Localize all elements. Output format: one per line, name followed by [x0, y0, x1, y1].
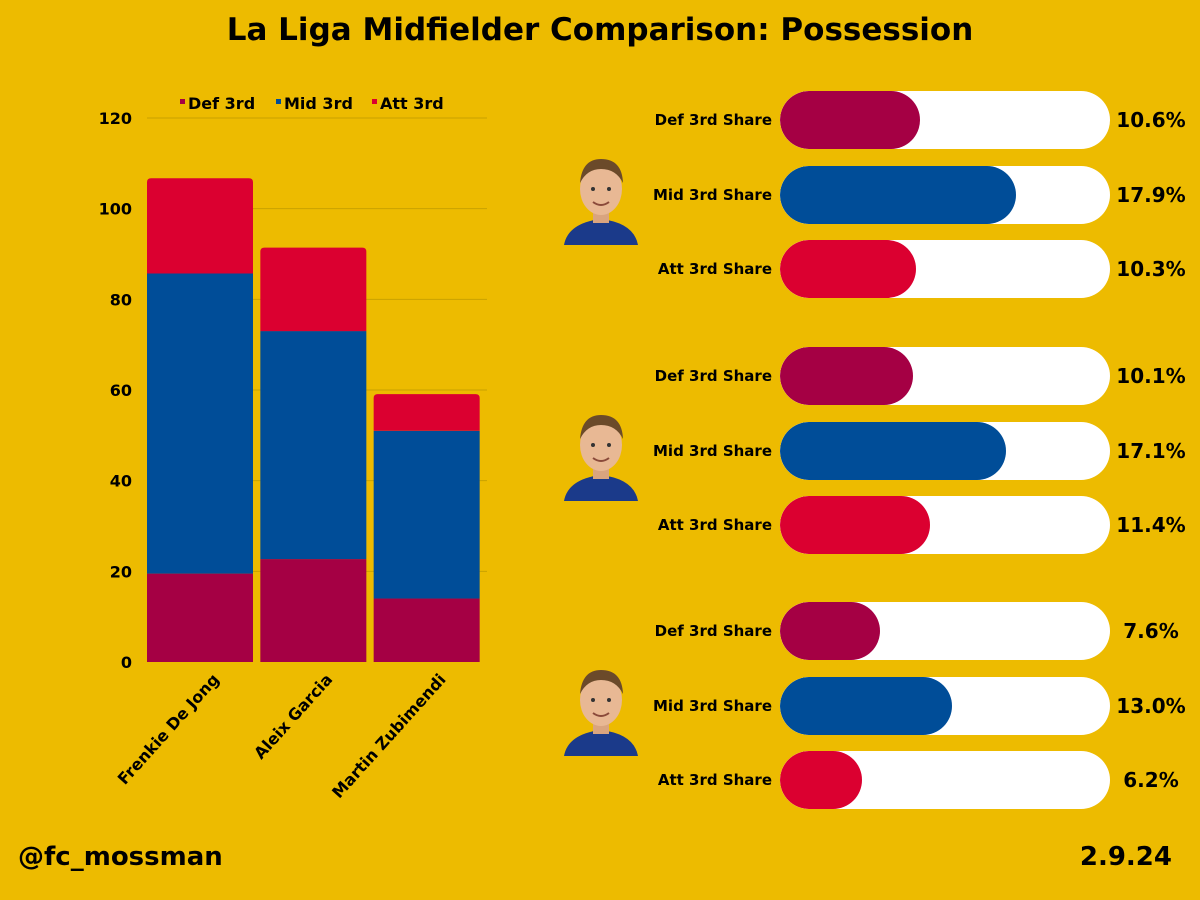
- share-bar-track: [780, 347, 1110, 405]
- player-portrait-icon: [556, 656, 646, 756]
- y-tick-label: 40: [110, 472, 132, 491]
- share-value: 17.9%: [1116, 182, 1186, 207]
- share-bar-fill: [780, 165, 1017, 224]
- share-value: 10.1%: [1116, 364, 1186, 388]
- share-bar-fill: [780, 496, 931, 554]
- share-row: Mid 3rd Share 17.9%: [540, 165, 1200, 225]
- share-row: Att 3rd Share 11.4%: [540, 495, 1200, 555]
- share-value: 10.3%: [1116, 257, 1186, 281]
- y-tick-label: 100: [99, 200, 132, 219]
- legend-swatch: [180, 99, 185, 104]
- x-category-label: Frenkie De Jong: [114, 670, 223, 788]
- share-bar-track: [780, 240, 1110, 298]
- share-panels: Def 3rd Share 10.6% Mid 3rd Share 17.9% Att …: [540, 0, 1200, 840]
- share-label: Att 3rd Share: [657, 260, 772, 278]
- legend-label: Mid 3rd: [284, 94, 353, 113]
- date-label: 2.9.24: [1079, 842, 1172, 872]
- share-value: 10.6%: [1116, 108, 1186, 132]
- share-bar-fill: [780, 240, 916, 298]
- share-label: Mid 3rd Share: [653, 441, 772, 460]
- share-row: Def 3rd Share 7.6%: [540, 601, 1200, 661]
- bar-segment: [260, 331, 367, 560]
- bar-segment: [147, 178, 253, 274]
- legend-swatch: [372, 99, 377, 104]
- share-row: Def 3rd Share 10.6%: [540, 90, 1200, 150]
- share-bar-fill: [780, 91, 920, 149]
- share-value: 11.4%: [1116, 513, 1186, 537]
- legend-swatch: [276, 99, 281, 104]
- share-label: Def 3rd Share: [654, 622, 772, 640]
- player-share-group: Def 3rd Share 10.6% Mid 3rd Share 17.9% Att …: [540, 90, 1200, 300]
- bar-segment: [373, 598, 480, 662]
- y-tick-label: 120: [99, 109, 132, 128]
- share-value: 7.6%: [1123, 619, 1179, 643]
- share-row: Mid 3rd Share 17.1%: [540, 421, 1200, 481]
- bar-segment: [373, 430, 480, 599]
- y-tick-label: 60: [110, 381, 132, 400]
- share-row: Att 3rd Share 10.3%: [540, 239, 1200, 299]
- share-label: Att 3rd Share: [657, 516, 772, 534]
- share-bar-track: [780, 602, 1110, 660]
- x-category-label: Martin Zubimendi: [328, 670, 450, 802]
- author-handle: @fc_mossman: [18, 842, 223, 872]
- y-tick-label: 80: [110, 290, 132, 309]
- bar-segment: [260, 247, 367, 332]
- bar-segment: [260, 559, 367, 662]
- share-value: 17.1%: [1116, 438, 1186, 463]
- share-row: Att 3rd Share 6.2%: [540, 750, 1200, 810]
- x-category-label: Aleix Garcia: [250, 670, 336, 763]
- player-share-group: Def 3rd Share 7.6% Mid 3rd Share 13.0% Att 3…: [540, 601, 1200, 811]
- share-row: Def 3rd Share 10.1%: [540, 346, 1200, 406]
- share-bar-track: [780, 91, 1110, 149]
- share-row: Mid 3rd Share 13.0%: [540, 676, 1200, 736]
- share-label: Def 3rd Share: [654, 367, 772, 385]
- share-bar-track: [780, 751, 1110, 809]
- share-bar-track: [780, 496, 1110, 554]
- share-bar-fill: [780, 421, 1006, 480]
- player-portrait-icon: [556, 145, 646, 245]
- page-title: La Liga Midfielder Comparison: Possessio…: [226, 12, 974, 48]
- share-bar-fill: [780, 751, 862, 809]
- share-bar-track: [780, 165, 1110, 224]
- share-bar-track: [780, 676, 1110, 735]
- y-tick-label: 0: [121, 653, 132, 672]
- y-tick-label: 20: [110, 562, 132, 581]
- share-value: 6.2%: [1123, 768, 1179, 792]
- share-bar-fill: [780, 347, 914, 405]
- share-label: Mid 3rd Share: [653, 696, 772, 715]
- bar-segment: [147, 573, 253, 662]
- player-share-group: Def 3rd Share 10.1% Mid 3rd Share 17.1% Att …: [540, 346, 1200, 556]
- share-bar-fill: [780, 602, 881, 660]
- bar-segment: [147, 273, 253, 574]
- share-value: 13.0%: [1116, 693, 1186, 718]
- stacked-bar-chart: 0 20 40 60 80 100 120 Frenkie De Jong Aleix Garc…: [99, 94, 487, 802]
- share-label: Def 3rd Share: [654, 111, 772, 129]
- share-label: Mid 3rd Share: [653, 185, 772, 204]
- share-label: Att 3rd Share: [657, 771, 772, 789]
- legend-label: Def 3rd: [188, 94, 255, 113]
- legend-label: Att 3rd: [380, 94, 444, 113]
- share-bar-track: [780, 421, 1110, 480]
- bar-segment: [373, 394, 480, 431]
- player-portrait-icon: [556, 401, 646, 501]
- share-bar-fill: [780, 676, 952, 735]
